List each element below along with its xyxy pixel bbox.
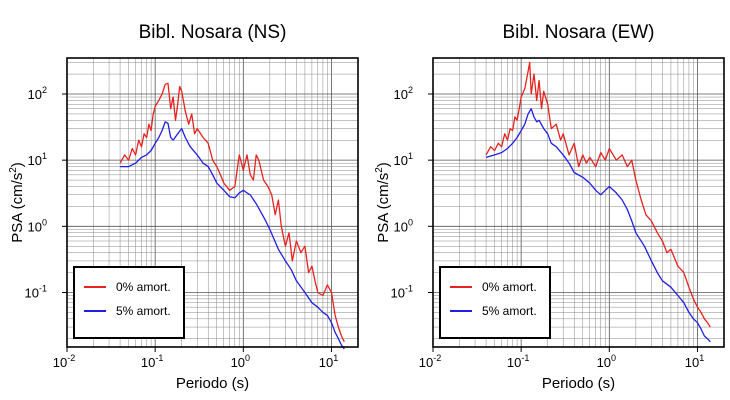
legend: 0% amort. 5% amort. xyxy=(439,266,551,339)
y-tick-label: 102 xyxy=(28,85,47,102)
legend-label: 0% amort. xyxy=(116,280,171,294)
grid xyxy=(432,58,725,347)
plot-frame xyxy=(432,57,725,348)
series-line xyxy=(485,61,711,328)
x-axis-label: Periodo (s) xyxy=(542,375,615,392)
series-line xyxy=(119,82,345,343)
x-tick-label: 10-1 xyxy=(141,353,163,370)
x-tick-label: 10-1 xyxy=(507,353,529,370)
x-tick-label: 101 xyxy=(319,353,338,370)
y-tick-label: 101 xyxy=(28,151,47,168)
x-axis-label: Periodo (s) xyxy=(176,375,249,392)
x-tick-label: 10-2 xyxy=(419,353,441,370)
grid xyxy=(66,58,359,347)
y-tick-label: 100 xyxy=(28,217,47,234)
y-tick-label: 100 xyxy=(394,217,413,234)
legend-label: 5% amort. xyxy=(482,304,537,318)
plot-frame xyxy=(66,57,359,348)
y-axis-label: PSA (cm/s2) xyxy=(8,162,26,243)
chart-title: Bibl. Nosara (EW) xyxy=(502,22,654,43)
legend-label: 5% amort. xyxy=(116,304,171,318)
chart-ns: 10-2 10-1 100 101 10-1 100 101 102 Bibl. Nosara … xyxy=(8,22,359,392)
legend-box xyxy=(439,266,551,339)
x-tick-label: 100 xyxy=(231,353,250,370)
y-tick-label: 10-1 xyxy=(391,283,413,300)
series-line xyxy=(120,121,345,350)
series-line xyxy=(485,108,711,343)
chart-ew: 10-2 10-1 100 101 10-1 100 101 102 Bibl. Nosara … xyxy=(374,22,725,392)
x-tick-label: 100 xyxy=(597,353,616,370)
chart-title: Bibl. Nosara (NS) xyxy=(139,22,287,43)
y-axis-label: PSA (cm/s2) xyxy=(374,162,392,243)
x-tick-label: 101 xyxy=(685,353,704,370)
y-tick-label: 101 xyxy=(394,151,413,168)
legend-box xyxy=(73,266,185,339)
y-tick-label: 10-1 xyxy=(25,283,47,300)
legend-label: 0% amort. xyxy=(482,280,537,294)
y-tick-label: 102 xyxy=(394,85,413,102)
x-tick-label: 10-2 xyxy=(53,353,75,370)
legend: 0% amort. 5% amort. xyxy=(73,266,185,339)
